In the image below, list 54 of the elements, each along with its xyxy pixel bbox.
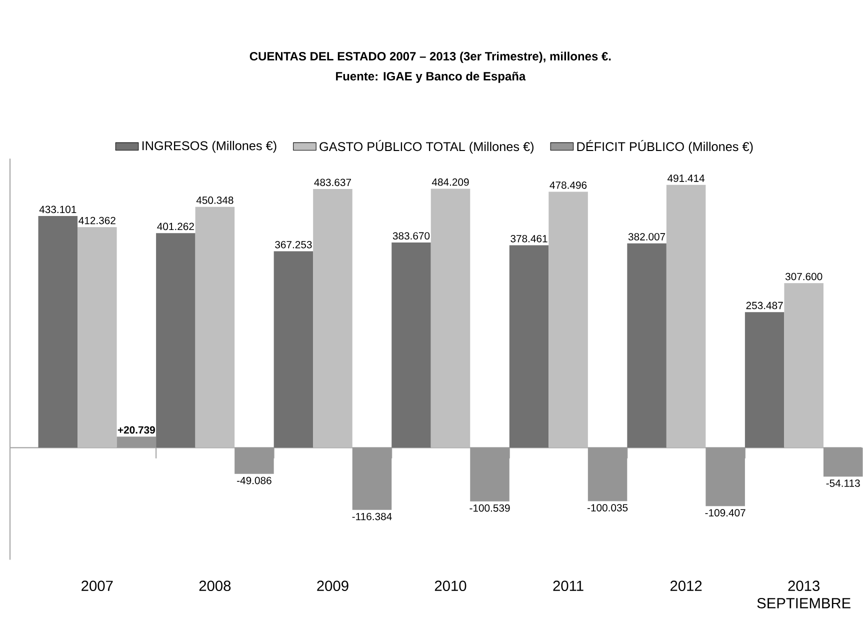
legend-label: GASTO PÚBLICO TOTAL (Millones €) — [320, 140, 534, 154]
bar — [666, 185, 706, 448]
data-label: -116.384 — [352, 513, 392, 520]
data-label: 382.007 — [628, 233, 666, 241]
data-label: -54.113 — [826, 480, 860, 488]
bar — [706, 448, 745, 506]
data-label: 483.637 — [314, 178, 351, 186]
x-tick-label: 2008 — [199, 580, 231, 592]
bar — [430, 188, 470, 448]
bar — [234, 448, 274, 474]
bar — [548, 192, 588, 448]
data-label: -100.539 — [470, 504, 510, 512]
x-tick-label: 2012 — [670, 580, 702, 592]
legend-label: DÉFICIT PÚBLICO (Millones €) — [577, 140, 753, 154]
bar — [156, 233, 196, 448]
x-tick-label: 2009 — [317, 580, 348, 592]
data-label: 367.253 — [275, 241, 312, 248]
bar — [744, 312, 784, 448]
bar — [470, 448, 510, 502]
data-label: 484.209 — [432, 178, 469, 186]
x-tick-label: 2010 — [434, 580, 466, 592]
data-label: 491.414 — [668, 174, 705, 182]
bar — [352, 448, 392, 510]
bar — [784, 283, 824, 448]
data-label: 307.600 — [785, 273, 822, 280]
chart-title: CUENTAS DEL ESTADO 2007 – 2013 (3er Trimestre), millones €. — [250, 52, 611, 64]
bar — [38, 216, 78, 448]
bar — [823, 448, 863, 477]
bar — [274, 251, 314, 448]
bar — [509, 245, 549, 448]
data-label: -49.086 — [237, 477, 272, 484]
data-label: 383.670 — [392, 232, 430, 240]
data-label: +20.739 — [118, 426, 155, 434]
data-label: 450.348 — [196, 196, 234, 204]
legend-label: INGRESOS (Millones €) — [142, 141, 276, 153]
data-label: 478.496 — [550, 182, 587, 190]
data-label: 401.262 — [157, 222, 194, 230]
data-label: 253.487 — [746, 302, 783, 310]
bar — [313, 189, 352, 448]
data-label: 378.461 — [510, 235, 548, 243]
chart-subtitle: Fuente: IGAE y Banco de España — [336, 72, 526, 84]
data-label: -100.035 — [587, 504, 628, 512]
bar — [627, 244, 666, 448]
data-label: 412.362 — [78, 217, 116, 224]
bar — [116, 436, 156, 448]
data-label: -109.407 — [705, 509, 746, 517]
bar — [78, 227, 117, 448]
x-tick-label: 2007 — [82, 580, 113, 592]
data-label: 433.101 — [39, 206, 76, 214]
x-tick-label: 2011 — [553, 580, 584, 592]
bar — [195, 206, 235, 448]
bar — [392, 242, 431, 448]
x-tick-label: 2013 SEPTIEMBRE — [757, 580, 850, 609]
bar — [588, 448, 628, 502]
